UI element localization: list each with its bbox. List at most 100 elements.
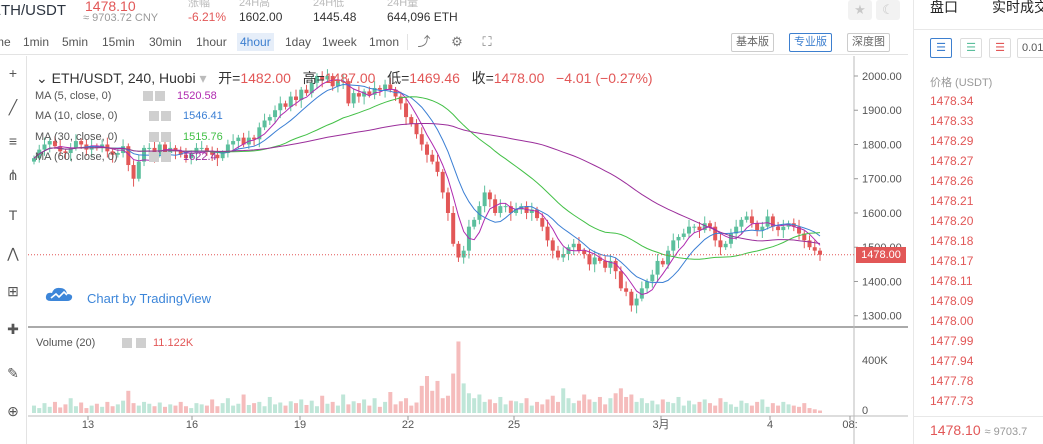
volume-bar (32, 405, 36, 413)
volume-bar (608, 398, 613, 413)
tf-15min[interactable]: 15min (102, 35, 135, 49)
tf-5min[interactable]: 5min (62, 35, 89, 49)
fullscreen-icon[interactable]: ⛶ (482, 34, 492, 49)
depth-select[interactable]: 0.01 (1017, 38, 1043, 58)
volume-bar (288, 401, 293, 413)
volume-bar (37, 408, 42, 413)
cursor-icon[interactable]: + (8, 65, 18, 81)
zoom-icon[interactable]: ⊕ (7, 403, 19, 419)
view-both-icon[interactable]: ☰ (930, 38, 952, 58)
legend-open: 1482.00 (240, 70, 291, 86)
volume-bar (655, 404, 660, 413)
volume-bar (215, 406, 220, 413)
tab-orderbook[interactable]: 盘口 (930, 0, 958, 15)
ask-price[interactable]: 1478.21 (930, 194, 974, 208)
tf-1mon[interactable]: 1mon (369, 35, 400, 49)
candle-body (755, 223, 760, 231)
ask-price[interactable]: 1478.18 (930, 234, 974, 248)
indicators-icon[interactable]: ⚙ (451, 34, 463, 49)
tf-realtime[interactable]: me (0, 35, 11, 49)
volume-bar (702, 399, 707, 413)
ask-price[interactable]: 1478.09 (930, 294, 974, 308)
ask-price[interactable]: 1478.17 (930, 254, 974, 268)
settings-icon[interactable] (149, 111, 159, 121)
volume-bar (734, 406, 739, 413)
settings-icon[interactable] (149, 132, 159, 142)
close-icon[interactable] (161, 132, 171, 142)
candle-body (68, 147, 73, 154)
ask-price[interactable]: 1478.20 (930, 214, 974, 228)
candle-body (367, 91, 372, 95)
volume-bar (220, 403, 225, 413)
pattern-icon[interactable]: ⋀ (7, 245, 19, 261)
ask-price[interactable]: 1477.73 (930, 394, 974, 408)
view-bids-icon[interactable]: ☰ (960, 38, 982, 58)
tradingview-brand[interactable]: Chart by TradingView (45, 286, 225, 312)
candle-body (231, 141, 236, 145)
close-icon[interactable] (155, 91, 165, 101)
tf-1hour[interactable]: 1hour (196, 35, 227, 49)
price-chart[interactable]: 2000.001900.001800.001700.001600.001500.… (28, 56, 908, 444)
version-pro-button[interactable]: 专业版 (789, 33, 832, 52)
candle-body (252, 137, 257, 140)
volume-bar (681, 405, 686, 413)
chart-canvas[interactable]: 2000.001900.001800.001700.001600.001500.… (28, 56, 908, 444)
trendline-icon[interactable]: ╱ (8, 99, 18, 115)
version-basic-button[interactable]: 基本版 (731, 33, 774, 52)
legend-dropdown-icon[interactable]: ▾ (199, 70, 207, 86)
ask-price[interactable]: 1478.11 (930, 274, 973, 288)
pitchfork-icon[interactable]: ⋔ (7, 167, 19, 183)
volume-bar (393, 404, 398, 413)
arrow-icon[interactable]: ✚ (7, 321, 19, 337)
book-last-cny: ≈ 9703.7 (984, 426, 1028, 438)
volume-bar (781, 401, 786, 413)
close-icon[interactable] (161, 152, 171, 162)
volume-bar (383, 401, 388, 413)
volume-bar (168, 404, 173, 413)
ma30-line (33, 96, 821, 260)
tf-30min[interactable]: 30min (149, 35, 182, 49)
candle-body (314, 75, 319, 83)
night-mode-icon[interactable]: ☾ (876, 0, 900, 20)
tf-4hour[interactable]: 4hour (237, 33, 274, 51)
volume-bar (744, 403, 749, 413)
volume-bar (472, 398, 477, 413)
volume-bar (503, 404, 508, 413)
ask-price[interactable]: 1478.34 (930, 94, 974, 108)
volume-bar (802, 403, 807, 413)
chart-type-icon[interactable]: ⤴ (417, 34, 431, 49)
tab-trades[interactable]: 实时成交 (992, 0, 1043, 15)
volume-bar (241, 394, 246, 413)
ask-price[interactable]: 1477.94 (930, 354, 974, 368)
depth-chart-button[interactable]: 深度图 (847, 33, 890, 52)
ask-price[interactable]: 1478.29 (930, 134, 974, 148)
volume-tick-label: 0 (862, 405, 868, 417)
measure-icon[interactable]: ⊞ (7, 283, 19, 299)
candle-body (582, 250, 587, 255)
settings-icon[interactable] (122, 338, 132, 348)
close-icon[interactable] (136, 338, 146, 348)
settings-icon[interactable] (149, 152, 159, 162)
ruler-icon[interactable]: ✎ (7, 365, 19, 381)
ask-price[interactable]: 1477.78 (930, 374, 974, 388)
ask-price[interactable]: 1478.33 (930, 114, 974, 128)
text-icon[interactable]: T (8, 207, 18, 223)
ask-price[interactable]: 1477.99 (930, 334, 974, 348)
volume-bar (47, 406, 52, 413)
volume-bar (482, 401, 487, 413)
legend-collapse-icon[interactable]: ⌄ (36, 70, 48, 86)
view-asks-icon[interactable]: ☰ (989, 38, 1011, 58)
tf-1day[interactable]: 1day (285, 35, 312, 49)
ask-price[interactable]: 1478.26 (930, 174, 974, 188)
settings-icon[interactable] (143, 91, 153, 101)
fib-icon[interactable]: ≡ (8, 133, 18, 149)
tf-1min[interactable]: 1min (23, 35, 50, 49)
volume-bar (42, 403, 47, 413)
tf-1week[interactable]: 1week (322, 35, 357, 49)
ask-price[interactable]: 1478.27 (930, 154, 974, 168)
candle-body (409, 117, 414, 124)
ask-price[interactable]: 1478.00 (930, 314, 974, 328)
close-icon[interactable] (161, 111, 171, 121)
volume-bar (430, 390, 435, 413)
favorite-star-icon[interactable]: ★ (848, 0, 872, 20)
